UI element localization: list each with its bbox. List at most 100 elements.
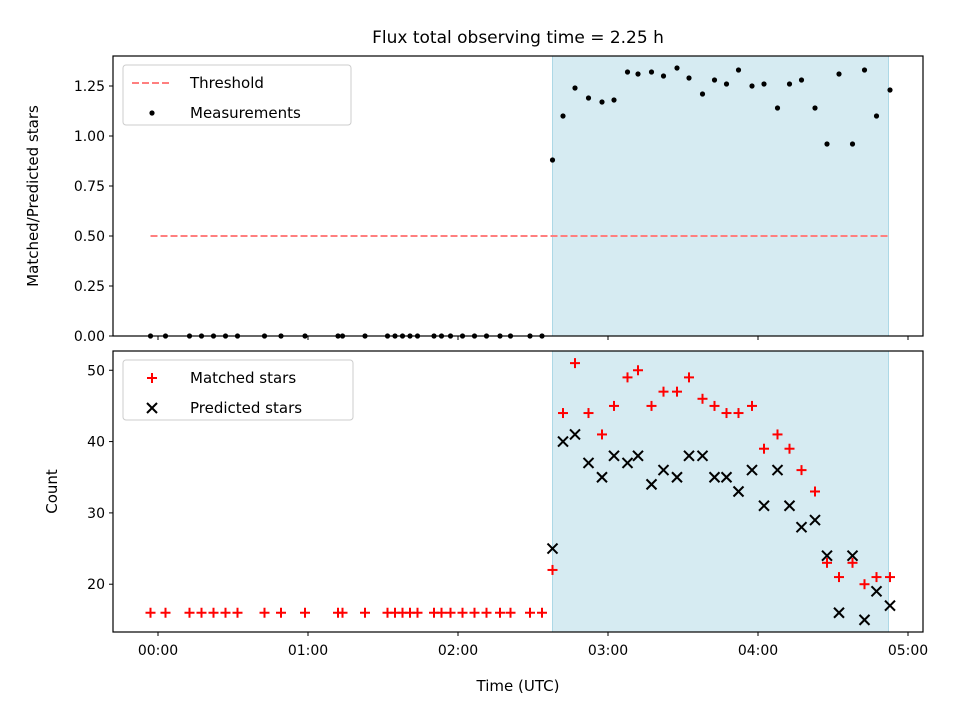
y-tick-label: 1.00 — [74, 129, 105, 145]
measurement-point — [723, 81, 730, 87]
x-stroke-b — [795, 521, 808, 533]
matched-point — [622, 372, 633, 383]
predicted-point — [569, 428, 581, 441]
measurement-point — [887, 87, 893, 93]
predicted-point — [621, 457, 634, 469]
matched-point — [300, 607, 310, 618]
measurement-point — [761, 81, 767, 87]
measurement-point — [774, 105, 781, 111]
x-stroke-b — [708, 471, 721, 483]
x-tick-label: 00:00 — [138, 643, 178, 659]
measurement-point — [861, 67, 868, 73]
matched-point — [495, 607, 505, 618]
matched-point — [796, 465, 807, 476]
x-stroke-b — [821, 549, 833, 562]
x-stroke-b — [858, 614, 871, 626]
axes-frame — [112, 350, 924, 633]
predicted-point — [783, 500, 796, 512]
matched-point — [220, 607, 231, 618]
y-tick-label: 50 — [87, 363, 105, 379]
x-stroke-b — [720, 471, 733, 483]
matched-point — [658, 386, 669, 397]
predicted-point — [846, 549, 859, 562]
matched-point — [834, 572, 844, 583]
count-panel: 20 30 40 50 00:00 01:00 02:00 03:00 04:00 05:00 Co… — [43, 350, 928, 695]
series-matched-stars — [145, 358, 895, 618]
x-stroke-b — [621, 457, 634, 469]
measurement-point — [812, 105, 818, 111]
measurement-point — [648, 69, 655, 75]
matched-point — [709, 400, 720, 411]
predicted-point — [833, 607, 845, 619]
y-tick-label: 0.00 — [74, 329, 105, 345]
legend-box — [122, 64, 352, 126]
x-stroke-b — [683, 450, 695, 462]
x-stroke-b — [632, 450, 644, 462]
matched-point — [859, 579, 870, 590]
measurement-point — [674, 65, 680, 71]
x-stroke-b — [771, 464, 784, 476]
measurement-point — [836, 71, 842, 77]
legend-measurement-swatch — [149, 110, 155, 116]
matched-point — [570, 358, 580, 369]
legend-matched-swatch — [147, 373, 157, 383]
matched-point — [412, 607, 423, 618]
x-tick-label: 01:00 — [288, 643, 328, 659]
x-stroke-b — [657, 464, 670, 476]
matched-point — [583, 408, 594, 419]
measurement-point — [699, 91, 706, 97]
measurement-point — [624, 69, 631, 75]
predicted-point — [771, 464, 784, 476]
matched-point — [259, 607, 270, 618]
matched-point — [360, 607, 370, 618]
x-stroke-b — [557, 435, 569, 448]
y-tick-label: 0.75 — [74, 179, 105, 195]
matched-point — [457, 607, 468, 618]
x-stroke-b — [758, 500, 770, 512]
predicted-point — [596, 471, 608, 483]
matched-point — [337, 607, 348, 618]
predicted-point — [858, 614, 871, 626]
x-stroke-b — [870, 585, 883, 598]
matched-point — [547, 564, 558, 575]
matched-point — [436, 607, 447, 618]
predicted-point — [632, 450, 644, 462]
measurement-point — [549, 157, 556, 163]
matched-point — [505, 607, 516, 618]
measurement-point — [798, 77, 805, 83]
x-stroke-b — [884, 599, 896, 612]
measurement-point — [660, 73, 667, 79]
x-stroke-b — [608, 450, 620, 462]
legend-label: Measurements — [190, 104, 301, 122]
matched-point — [772, 429, 783, 440]
matched-point — [445, 607, 456, 618]
legend-predicted-swatch — [146, 402, 158, 414]
matched-point — [597, 429, 607, 440]
legend-label: Matched stars — [190, 369, 296, 387]
x-axis-label: Time (UTC) — [476, 677, 560, 695]
x-stroke-b — [569, 428, 581, 441]
predicted-point — [821, 549, 833, 562]
matched-point — [684, 372, 694, 383]
y-tick-label: 40 — [87, 435, 105, 451]
predicted-point — [884, 599, 896, 612]
matched-point — [747, 400, 757, 411]
predicted-point — [671, 471, 683, 483]
matched-point — [672, 386, 682, 397]
measurement-point — [585, 95, 592, 101]
matched-point — [196, 607, 207, 618]
matched-point — [537, 607, 547, 618]
x-stroke-b — [809, 514, 821, 526]
measurement-point — [635, 71, 641, 77]
x-stroke-b — [783, 500, 796, 512]
predicted-point — [746, 464, 758, 476]
legend: Threshold Measurements — [122, 64, 352, 126]
x-tick-label: 02:00 — [438, 643, 478, 659]
observing-window-shade — [552, 350, 889, 633]
legend-box — [122, 359, 354, 421]
x-stroke-b — [746, 464, 758, 476]
y-tick-label: 30 — [87, 506, 105, 522]
measurement-point — [873, 113, 880, 119]
x-stroke-b — [645, 478, 658, 491]
x-stroke-b — [846, 549, 859, 562]
